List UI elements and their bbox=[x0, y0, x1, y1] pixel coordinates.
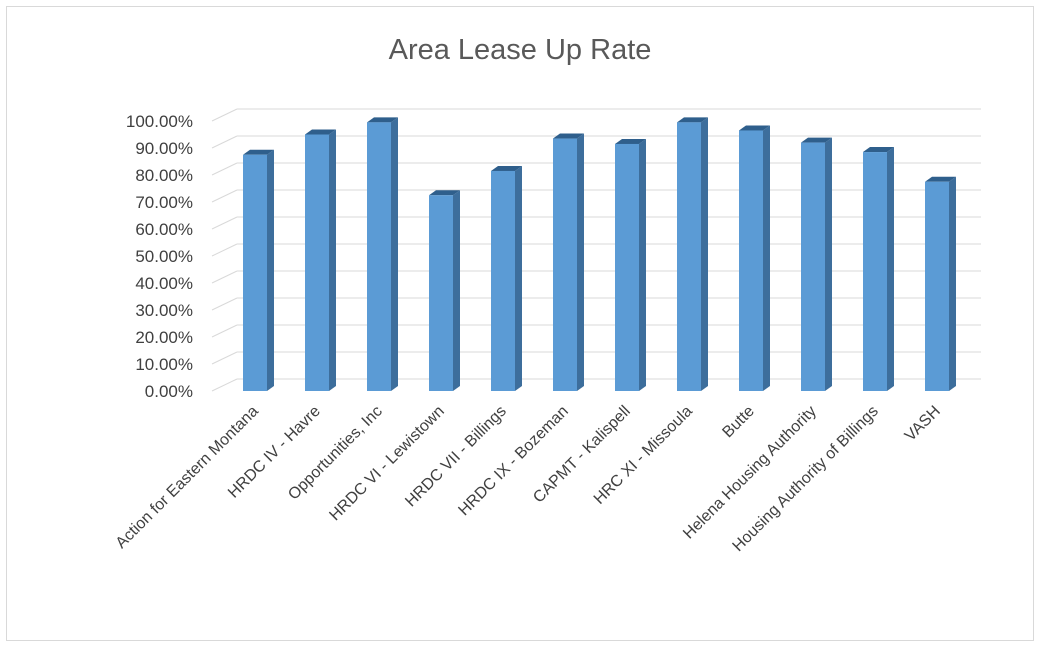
gridlines bbox=[211, 108, 981, 392]
bar-front bbox=[863, 152, 887, 391]
bar-top bbox=[491, 165, 522, 171]
bar-top bbox=[863, 147, 894, 153]
bar-front bbox=[739, 130, 763, 391]
y-tick-label: 90.00% bbox=[135, 139, 193, 158]
x-tick-label: Butte bbox=[719, 403, 758, 442]
gridline-slant bbox=[211, 135, 238, 149]
bar-side bbox=[701, 117, 708, 391]
bar bbox=[491, 165, 522, 391]
bar bbox=[243, 149, 274, 391]
gridline-slant bbox=[211, 270, 238, 284]
bar bbox=[305, 129, 336, 391]
bar-front bbox=[677, 122, 701, 391]
chart-title: Area Lease Up Rate bbox=[388, 34, 652, 66]
gridline-slant bbox=[211, 351, 238, 365]
bar-side bbox=[887, 147, 894, 391]
gridline-slant bbox=[211, 108, 238, 122]
y-tick-label: 60.00% bbox=[135, 220, 193, 239]
y-tick-label: 20.00% bbox=[135, 328, 193, 347]
bar-front bbox=[243, 154, 267, 391]
x-tick-label: HRDC VI - Lewistown bbox=[326, 403, 447, 524]
bar-front bbox=[925, 181, 949, 391]
y-tick-label: 0.00% bbox=[145, 382, 193, 401]
gridline-slant bbox=[211, 378, 238, 392]
y-tick-label: 40.00% bbox=[135, 274, 193, 293]
gridline-slant bbox=[211, 297, 238, 311]
gridline-slant bbox=[211, 189, 238, 203]
bar-top bbox=[429, 190, 460, 196]
bar-side bbox=[515, 165, 522, 391]
gridline-slant bbox=[211, 324, 238, 338]
bar-side bbox=[267, 149, 274, 391]
bar bbox=[801, 137, 832, 391]
bar bbox=[553, 133, 584, 392]
bar-top bbox=[677, 117, 708, 123]
bar-side bbox=[825, 137, 832, 391]
bar-front bbox=[491, 170, 515, 391]
bar bbox=[429, 190, 460, 391]
bar-side bbox=[949, 176, 956, 391]
bar-side bbox=[453, 190, 460, 391]
y-tick-label: 30.00% bbox=[135, 301, 193, 320]
bar-top bbox=[739, 125, 770, 131]
bar-front bbox=[305, 134, 329, 391]
bar-front bbox=[615, 143, 639, 391]
bar-front bbox=[367, 122, 391, 391]
gridline-slant bbox=[211, 216, 238, 230]
bars bbox=[243, 117, 956, 392]
bar-top bbox=[801, 137, 832, 143]
y-tick-label: 80.00% bbox=[135, 166, 193, 185]
bar-side bbox=[577, 133, 584, 392]
bar-side bbox=[639, 138, 646, 391]
bar-top bbox=[925, 176, 956, 182]
bar-top bbox=[615, 138, 646, 144]
bar bbox=[677, 117, 708, 391]
bar-side bbox=[391, 117, 398, 391]
bar-side bbox=[763, 125, 770, 391]
bar-top bbox=[243, 149, 274, 155]
gridline-slant bbox=[211, 243, 238, 257]
bar-top bbox=[305, 129, 336, 135]
x-tick-label: HRDC IX - Bozeman bbox=[455, 403, 571, 519]
bar bbox=[739, 125, 770, 391]
bar bbox=[615, 138, 646, 391]
bar-top bbox=[553, 133, 584, 139]
bar-top bbox=[367, 117, 398, 123]
bar bbox=[367, 117, 398, 391]
gridline-slant bbox=[211, 162, 238, 176]
x-tick-label: VASH bbox=[902, 403, 944, 445]
bar-front bbox=[553, 138, 577, 391]
y-axis-ticks: 0.00% 10.00% 20.00% 30.00% 40.00% 50.00% 60.00… bbox=[126, 112, 193, 401]
bar-front bbox=[801, 142, 825, 391]
bar bbox=[863, 147, 894, 391]
bar bbox=[925, 176, 956, 391]
bar-front bbox=[429, 195, 453, 391]
y-tick-label: 50.00% bbox=[135, 247, 193, 266]
y-tick-label: 10.00% bbox=[135, 355, 193, 374]
y-tick-label: 100.00% bbox=[126, 112, 193, 131]
bar-side bbox=[329, 129, 336, 391]
y-tick-label: 70.00% bbox=[135, 193, 193, 212]
